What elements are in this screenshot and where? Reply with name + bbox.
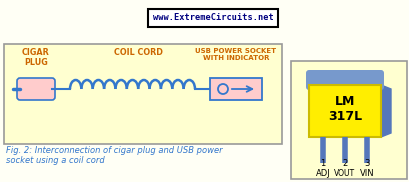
FancyBboxPatch shape (290, 61, 406, 179)
Text: USB POWER SOCKET
WITH INDICATOR: USB POWER SOCKET WITH INDICATOR (195, 48, 276, 61)
Text: LM
317L: LM 317L (327, 95, 361, 123)
Text: COIL CORD: COIL CORD (113, 48, 162, 57)
FancyBboxPatch shape (17, 78, 55, 100)
Text: Fig. 2: Interconnection of cigar plug and USB power
socket using a coil cord: Fig. 2: Interconnection of cigar plug an… (6, 146, 222, 165)
FancyBboxPatch shape (209, 78, 261, 100)
FancyBboxPatch shape (305, 70, 383, 90)
FancyBboxPatch shape (148, 9, 277, 27)
Text: 2: 2 (342, 159, 347, 168)
Text: 1: 1 (319, 159, 325, 168)
Text: ADJ: ADJ (315, 169, 330, 178)
Text: 3: 3 (364, 159, 369, 168)
Text: VIN: VIN (359, 169, 373, 178)
Polygon shape (380, 85, 390, 137)
FancyBboxPatch shape (4, 44, 281, 144)
Text: CIGAR
PLUG: CIGAR PLUG (22, 48, 50, 67)
Text: VOUT: VOUT (334, 169, 355, 178)
FancyBboxPatch shape (308, 85, 380, 137)
Text: www.ExtremeCircuits.net: www.ExtremeCircuits.net (152, 13, 273, 23)
